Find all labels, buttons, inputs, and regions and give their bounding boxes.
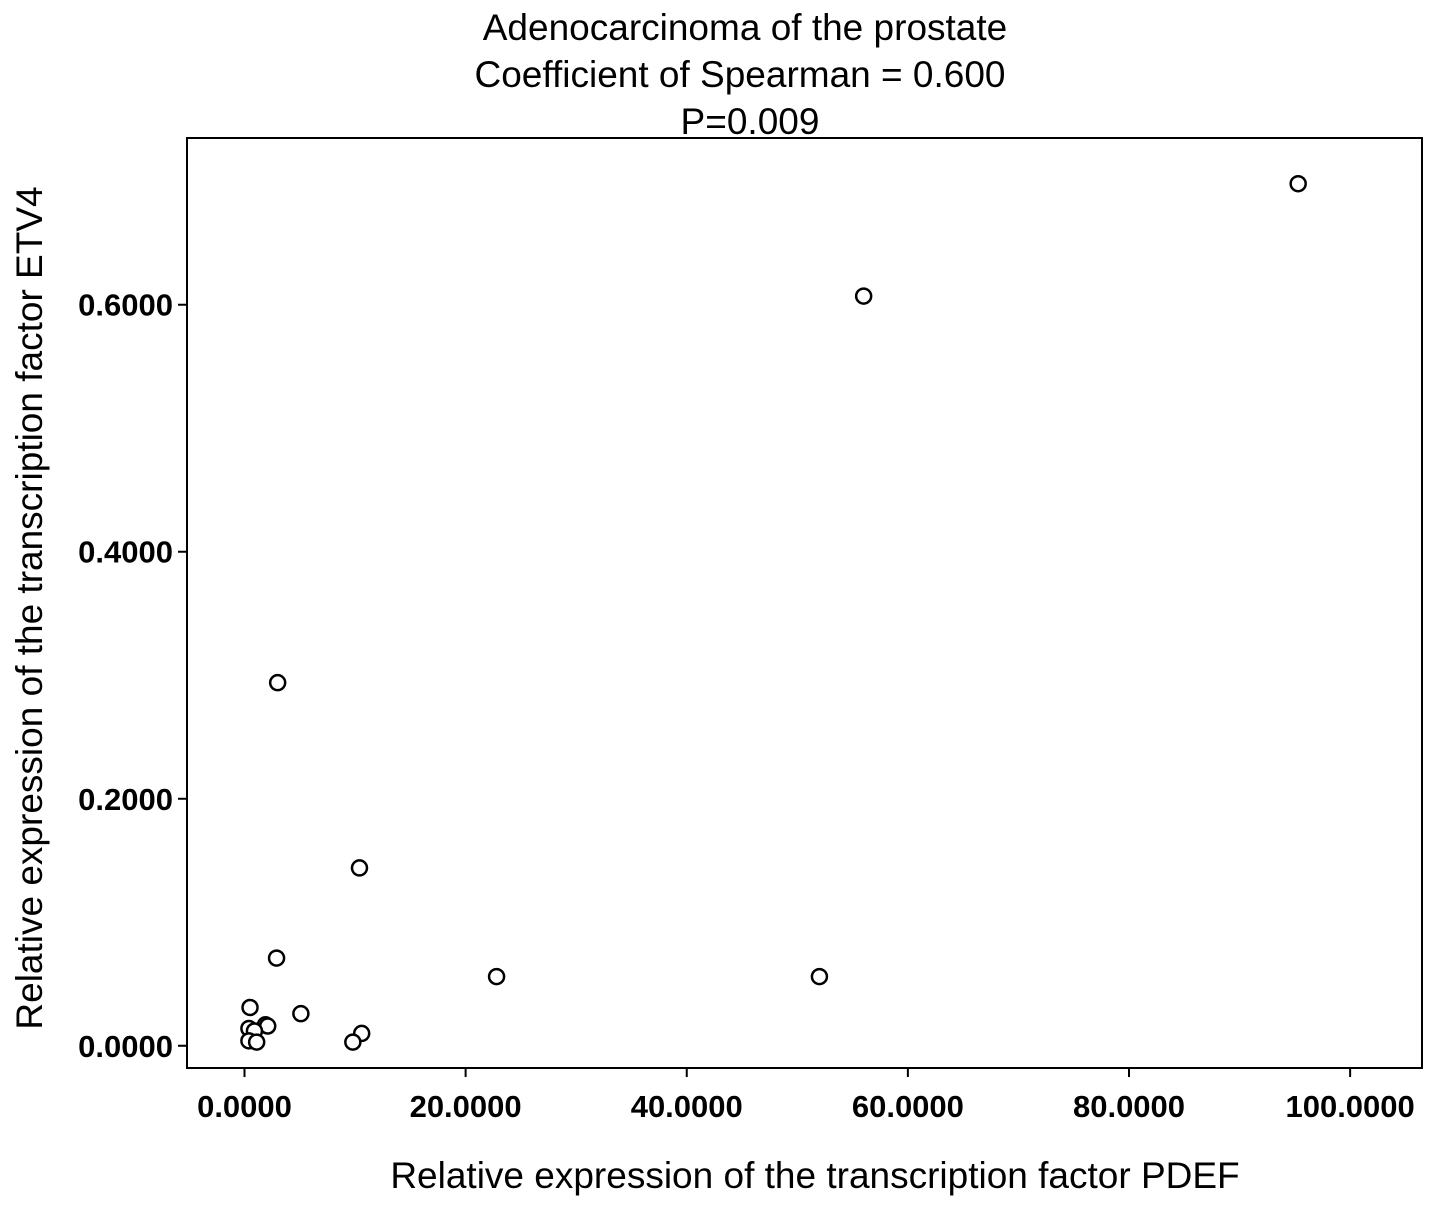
data-point: [267, 949, 286, 967]
x-tick-label: 80.0000: [1073, 1089, 1185, 1124]
y-tick-label: 0.4000: [78, 535, 173, 570]
data-point: [350, 859, 369, 877]
x-tick-label: 60.0000: [852, 1089, 964, 1124]
title-line-3: P=0.009: [681, 101, 820, 142]
data-point: [268, 673, 287, 692]
x-tick-label: 40.0000: [631, 1089, 743, 1124]
chart-title: Adenocarcinoma of the prostate Coefficie…: [474, 7, 1007, 142]
y-axis-ticks: 0.0000 0.2000 0.4000 0.6000: [78, 288, 187, 1064]
y-tick-label: 0.6000: [78, 288, 173, 323]
x-tick-label: 20.0000: [410, 1089, 522, 1124]
title-line-2: Coefficient of Spearman = 0.600: [474, 54, 1005, 95]
y-tick-label: 0.0000: [78, 1029, 173, 1064]
title-line-1: Adenocarcinoma of the prostate: [483, 7, 1008, 48]
data-point: [810, 967, 829, 986]
data-point: [344, 1033, 362, 1051]
data-points: [240, 174, 1307, 1051]
y-axis-label: Relative expression of the transcription…: [9, 186, 50, 1029]
x-tick-label: 100.0000: [1285, 1089, 1414, 1124]
y-tick-label: 0.2000: [78, 782, 173, 817]
plot-frame: [186, 137, 1423, 1069]
x-tick-label: 0.0000: [197, 1089, 292, 1124]
data-point: [487, 967, 506, 986]
x-axis-label: Relative expression of the transcription…: [390, 1155, 1239, 1196]
data-point: [247, 1033, 266, 1051]
data-point: [292, 1004, 310, 1023]
data-point: [241, 998, 259, 1017]
data-point: [1289, 174, 1307, 193]
x-axis-ticks: 0.0000 20.0000 40.0000 60.0000 80.0000 100.00…: [197, 1068, 1415, 1124]
data-point: [854, 287, 873, 305]
